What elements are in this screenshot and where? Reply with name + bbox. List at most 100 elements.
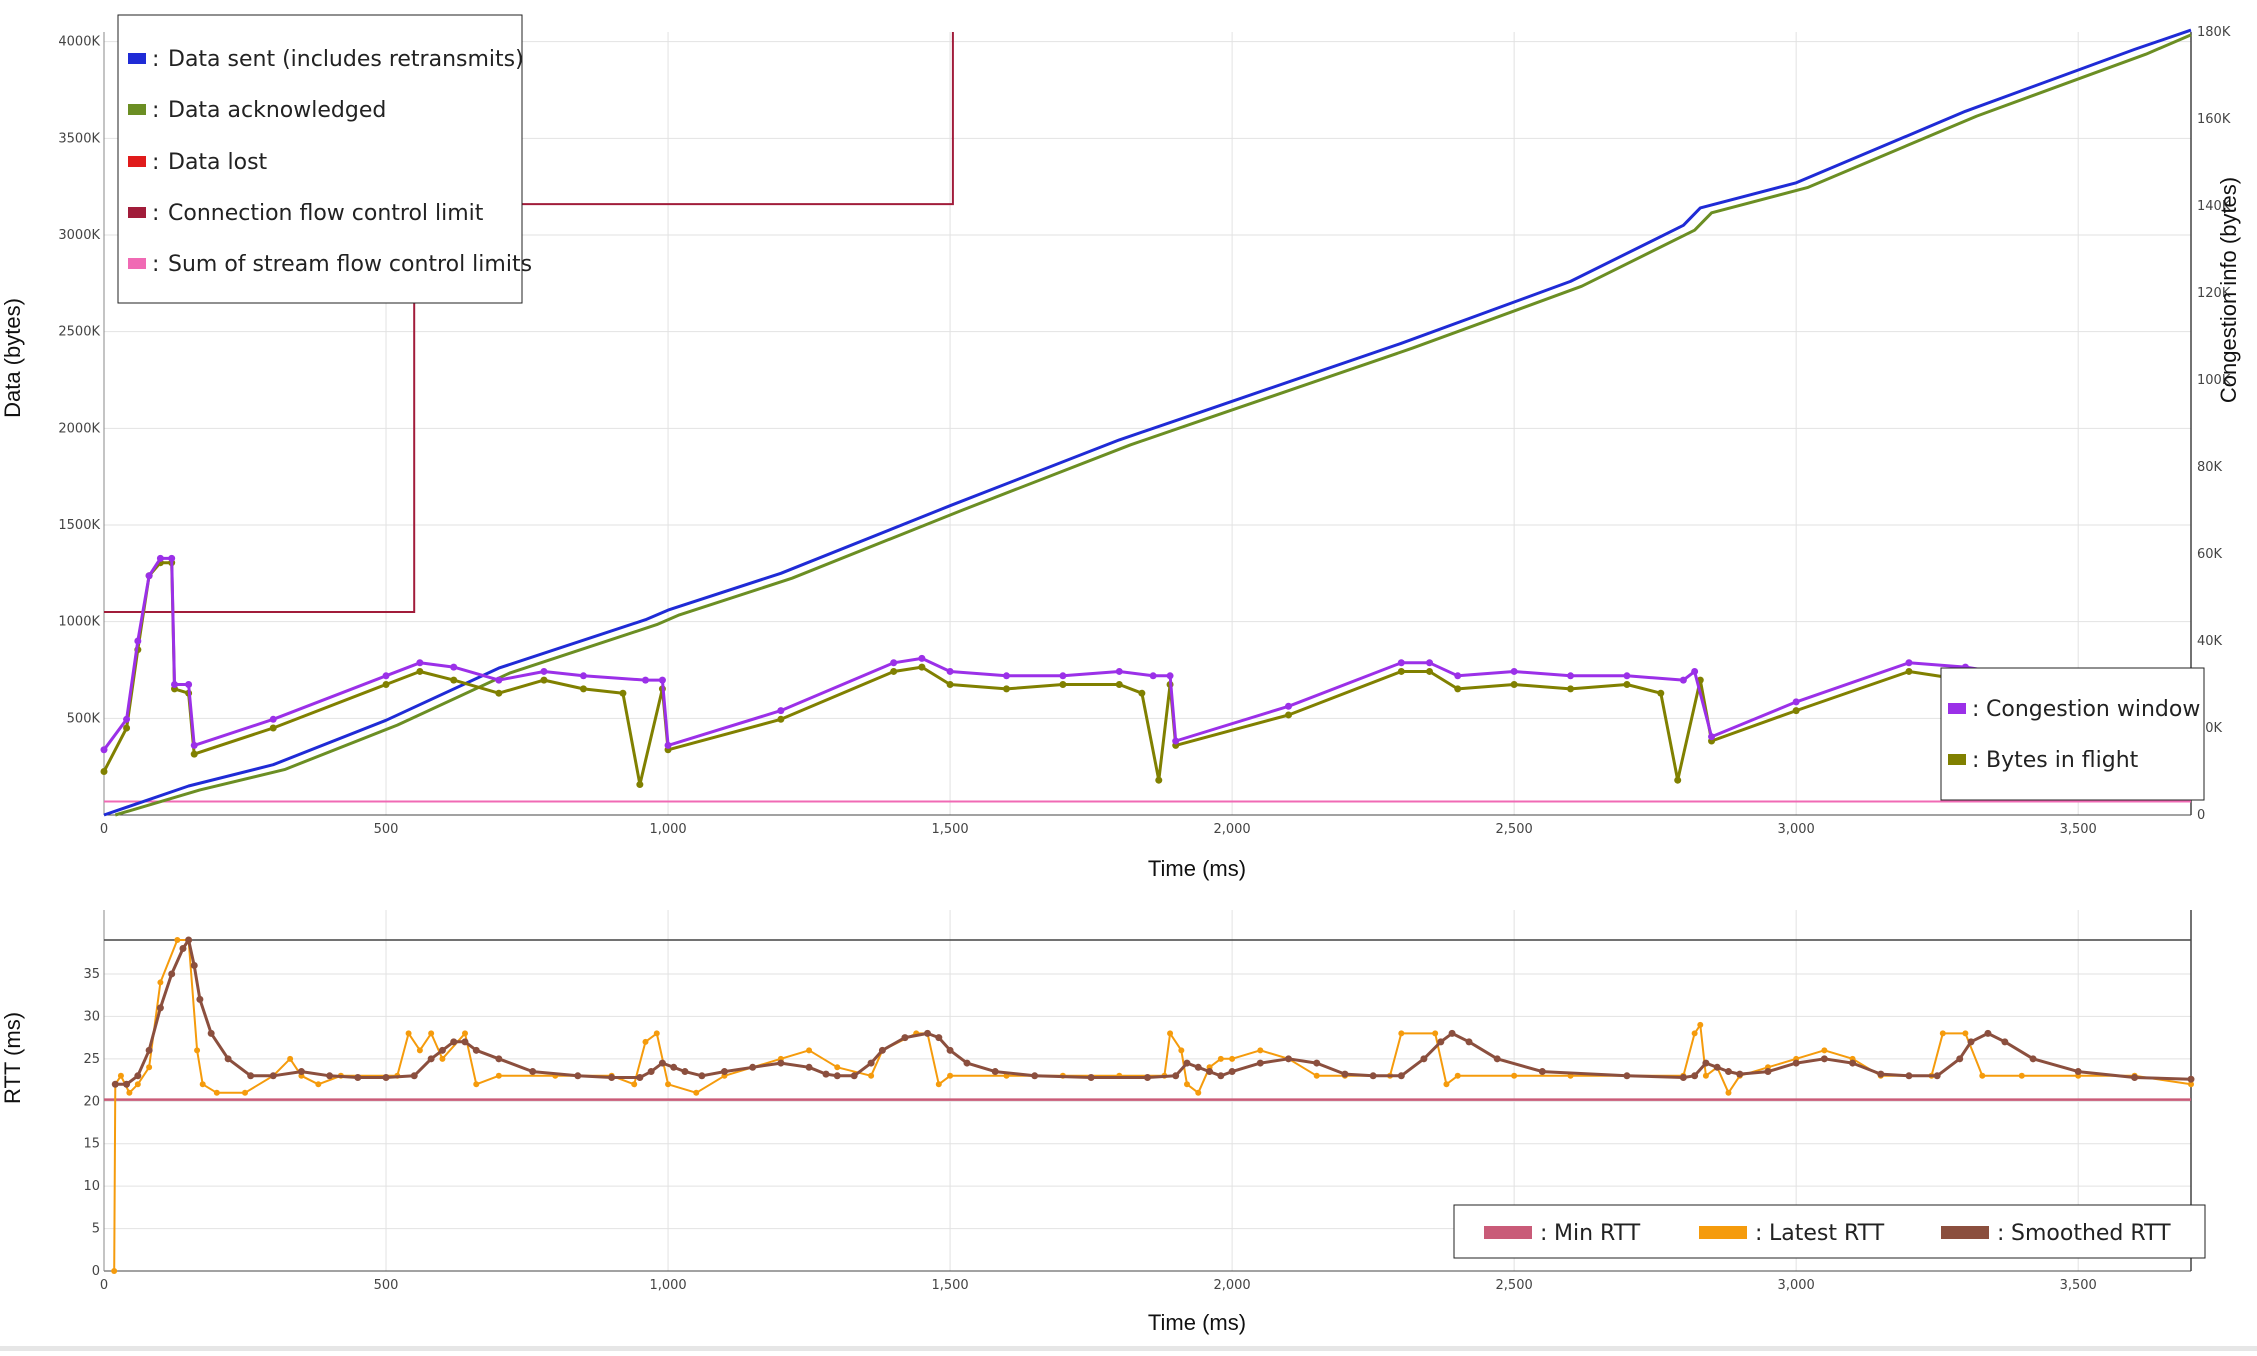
smoothed-rtt-line-point bbox=[179, 944, 187, 952]
smoothed-rtt-line-point bbox=[297, 1068, 305, 1076]
smoothed-rtt-line-point bbox=[608, 1073, 616, 1081]
latest-rtt-line-point bbox=[947, 1072, 954, 1079]
latest-rtt-line-point bbox=[1432, 1030, 1439, 1037]
congestion-window-line-point bbox=[1567, 672, 1575, 680]
smoothed-rtt-line-point bbox=[1285, 1055, 1293, 1063]
smoothed-rtt-line-point bbox=[833, 1072, 841, 1080]
legend-label-conn-fc: Connection flow control limit bbox=[168, 201, 484, 226]
smoothed-rtt-line-point bbox=[207, 1029, 215, 1037]
congestion-window-line-point bbox=[1002, 672, 1010, 680]
x-tick-label: 500 bbox=[374, 1278, 399, 1293]
legend-item-conn-fc[interactable]: Connection flow control limit bbox=[128, 201, 484, 226]
bytes-in-flight-line-point bbox=[1657, 689, 1665, 697]
congestion-window-line-point bbox=[495, 676, 503, 684]
x-tick-label: 3,500 bbox=[2060, 822, 2097, 837]
y-tick-label: 5 bbox=[92, 1222, 100, 1237]
legend-item-min-rtt[interactable]: Min RTT bbox=[1484, 1221, 1641, 1246]
smoothed-rtt-line-point bbox=[1623, 1072, 1631, 1080]
congestion-window-line-point bbox=[1285, 702, 1293, 710]
bytes-in-flight-line-point bbox=[1510, 681, 1518, 688]
congestion-window-line-point bbox=[156, 554, 164, 562]
latest-rtt-line-point bbox=[1691, 1030, 1698, 1037]
latest-rtt-line-point bbox=[174, 937, 181, 943]
latest-rtt-line-point bbox=[1697, 1021, 1704, 1028]
smoothed-rtt-line-point bbox=[1702, 1059, 1710, 1067]
latest-rtt-line-point bbox=[1454, 1072, 1461, 1079]
bytes-in-flight-line-point bbox=[540, 676, 548, 684]
bytes-in-flight-line-point bbox=[1155, 776, 1163, 784]
latest-rtt-line-point bbox=[242, 1089, 249, 1096]
smoothed-rtt-line-point bbox=[1877, 1070, 1885, 1078]
smoothed-rtt-line-point bbox=[1437, 1038, 1445, 1046]
y-tick-label: 20 bbox=[83, 1094, 100, 1109]
bytes-in-flight-line-point bbox=[946, 681, 954, 688]
smoothed-rtt-line-point bbox=[224, 1055, 232, 1063]
legend-label-stream-fc: Sum of stream flow control limits bbox=[168, 252, 532, 277]
bytes-in-flight-line-point bbox=[269, 724, 277, 732]
y-tick-label: 30 bbox=[83, 1009, 100, 1024]
smoothed-rtt-line-point bbox=[156, 1004, 164, 1012]
smoothed-rtt-line-point bbox=[850, 1072, 858, 1080]
congestion-window-line-point bbox=[145, 572, 153, 580]
congestion-window-line-point bbox=[1623, 672, 1631, 680]
latest-rtt-line-point bbox=[1183, 1081, 1190, 1088]
y2-tick-label: 140K bbox=[2197, 199, 2231, 214]
smoothed-rtt-line-point bbox=[326, 1072, 334, 1080]
top-legend-box bbox=[117, 14, 523, 304]
smoothed-rtt-line-point bbox=[1228, 1068, 1236, 1076]
congestion-window-line-point bbox=[1059, 672, 1067, 680]
latest-rtt-line-point bbox=[157, 979, 164, 986]
legend-item-latest-rtt[interactable]: Latest RTT bbox=[1699, 1221, 1885, 1246]
congestion-window-line-point bbox=[1691, 667, 1699, 675]
latest-rtt-line-point bbox=[473, 1081, 480, 1088]
congestion-window-line-point bbox=[1172, 737, 1180, 745]
congestion-legend-box bbox=[1940, 667, 2205, 801]
legend-item-bif[interactable]: Bytes in flight bbox=[1948, 748, 2139, 773]
latest-rtt-line-point bbox=[1725, 1089, 1732, 1096]
y-tick-label: 2500K bbox=[58, 325, 100, 340]
latest-rtt-line-point bbox=[1313, 1072, 1320, 1079]
smoothed-rtt-line-point bbox=[461, 1038, 469, 1046]
congestion-window-line-point bbox=[1679, 676, 1687, 684]
legend-item-data-acked[interactable]: Data acknowledged bbox=[128, 98, 386, 123]
legend-swatch-conn-fc bbox=[128, 207, 146, 218]
smoothed-rtt-line-point bbox=[1194, 1063, 1202, 1071]
smoothed-rtt-line-point bbox=[1933, 1072, 1941, 1080]
congestion-window-line-point bbox=[450, 663, 458, 671]
x-tick-label: 1,500 bbox=[931, 1278, 968, 1293]
legend-colon: : bbox=[152, 150, 159, 175]
legend-colon: : bbox=[152, 98, 159, 123]
legend-item-data-sent[interactable]: Data sent (includes retransmits) bbox=[128, 47, 524, 72]
smoothed-rtt-line-point bbox=[1764, 1068, 1772, 1076]
bytes-in-flight-line-point bbox=[1567, 685, 1575, 693]
bytes-in-flight-line-point bbox=[382, 681, 390, 688]
congestion-window-line-point bbox=[190, 741, 198, 749]
smoothed-rtt-line-point bbox=[1691, 1072, 1699, 1080]
congestion-window-line-point bbox=[1510, 667, 1518, 675]
congestion-window-line-point bbox=[1166, 672, 1174, 680]
y-tick-label: 3500K bbox=[58, 131, 100, 146]
smoothed-rtt-line-point bbox=[1792, 1059, 1800, 1067]
smoothed-rtt-line-point bbox=[1206, 1068, 1214, 1076]
legend-item-smoothed-rtt[interactable]: Smoothed RTT bbox=[1941, 1221, 2171, 1246]
legend-colon: : bbox=[152, 252, 159, 277]
smoothed-rtt-line-point bbox=[1369, 1072, 1377, 1080]
x-tick-label: 2,500 bbox=[1496, 1278, 1533, 1293]
legend-item-data-lost[interactable]: Data lost bbox=[128, 150, 268, 175]
bytes-in-flight-line-point bbox=[890, 667, 898, 675]
bytes-in-flight-line-point bbox=[100, 768, 108, 775]
latest-rtt-line-point bbox=[631, 1081, 638, 1088]
bytes-in-flight-line-point bbox=[1115, 681, 1123, 688]
y2-tick-label: 100K bbox=[2197, 373, 2231, 388]
latest-rtt-line-point bbox=[1511, 1072, 1518, 1079]
smoothed-rtt-line-point bbox=[111, 1080, 119, 1088]
legend-item-cwnd[interactable]: Congestion window bbox=[1948, 697, 2200, 722]
legend-item-stream-fc[interactable]: Sum of stream flow control limits bbox=[128, 252, 532, 277]
top-y-axis-title: Data (bytes) bbox=[0, 298, 25, 418]
smoothed-rtt-line-point bbox=[681, 1068, 689, 1076]
congestion-window-line-point bbox=[1397, 659, 1405, 667]
y2-tick-label: 120K bbox=[2197, 286, 2231, 301]
latest-rtt-line-point bbox=[935, 1081, 942, 1088]
congestion-window-line-point bbox=[1115, 667, 1123, 675]
congestion-window-line-point bbox=[269, 715, 277, 723]
